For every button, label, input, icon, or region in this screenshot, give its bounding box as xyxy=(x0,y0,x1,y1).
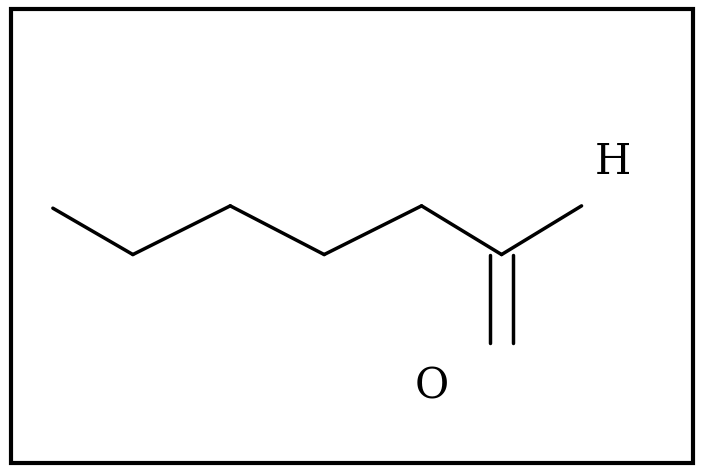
Text: H: H xyxy=(595,141,631,183)
Text: O: O xyxy=(415,366,449,408)
